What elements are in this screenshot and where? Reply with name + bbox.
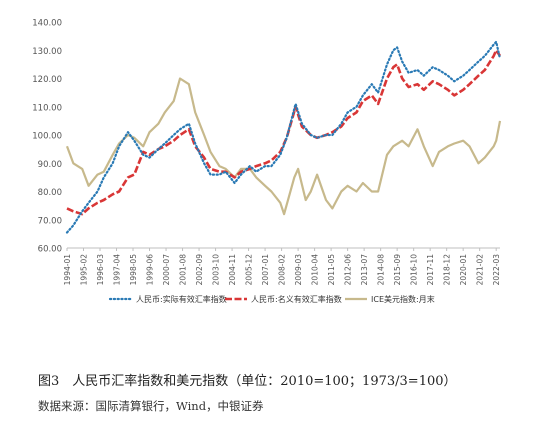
- legend-label-2: ICE美元指数:月末: [371, 294, 435, 304]
- x-tick-label: 2008-02: [278, 254, 287, 286]
- series-line-2: [65, 77, 502, 216]
- x-axis-ticks: 1994-01 1995-02 1996-03 1997-04 1998-05 1999-…: [63, 248, 501, 285]
- x-tick-label: 2003-10: [212, 254, 221, 286]
- x-tick-label: 2020-01: [459, 254, 468, 286]
- series-line-0: [65, 40, 502, 234]
- x-tick-label: 2015-09: [393, 254, 402, 286]
- x-tick-label: 1998-05: [129, 254, 138, 286]
- x-tick-label: 2017-11: [426, 254, 435, 286]
- y-tick-label: 140.00: [32, 19, 62, 29]
- x-tick-label: 2005-12: [245, 254, 254, 286]
- x-tick-label: 2000-07: [162, 254, 171, 286]
- x-tick-label: 2007-01: [261, 254, 270, 286]
- x-tick-label: 2010-04: [311, 254, 320, 286]
- y-tick-label: 100.00: [32, 132, 62, 142]
- x-tick-label: 2018-12: [443, 254, 452, 286]
- x-tick-label: 1995-02: [80, 254, 89, 286]
- x-tick-label: 2013-07: [360, 254, 369, 286]
- y-tick-label: 90.00: [38, 160, 62, 170]
- series-lines: [65, 40, 502, 234]
- x-tick-label: 2014-08: [377, 254, 386, 286]
- x-tick-label: 2001-08: [179, 254, 188, 286]
- y-tick-label: 110.00: [32, 103, 62, 113]
- x-tick-label: 2022-03: [492, 254, 501, 286]
- y-tick-label: 130.00: [32, 47, 62, 57]
- figure-caption: 图3 人民币汇率指数和美元指数（单位：2010=100；1973/3=100）: [38, 374, 457, 389]
- x-tick-label: 2004-11: [228, 254, 237, 286]
- y-tick-label: 80.00: [38, 188, 62, 198]
- legend-label-0: 人民币:实际有效汇率指数: [136, 294, 227, 304]
- x-tick-label: 2012-06: [344, 254, 353, 286]
- x-tick-label: 2002-09: [195, 254, 204, 286]
- x-tick-label: 2016-10: [410, 254, 419, 286]
- x-tick-label: 1997-04: [113, 254, 122, 286]
- y-axis-ticks: 60.00 70.00 80.00 90.00 100.00 110.00 120.00 13…: [32, 19, 62, 255]
- x-tick-label: 2011-05: [327, 254, 336, 286]
- chart-canvas: 60.00 70.00 80.00 90.00 100.00 110.00 120.00 13…: [32, 19, 502, 305]
- x-tick-label: 2021-02: [476, 254, 485, 286]
- y-tick-label: 120.00: [32, 75, 62, 85]
- data-source: 数据来源：国际清算银行，Wind，中银证券: [38, 399, 264, 413]
- series-line-1: [66, 49, 502, 216]
- x-tick-label: 1999-06: [146, 254, 155, 286]
- x-tick-label: 1994-01: [63, 254, 72, 286]
- legend-label-1: 人民币:名义有效汇率指数: [251, 294, 342, 304]
- y-tick-label: 70.00: [38, 216, 62, 226]
- legend: 人民币:实际有效汇率指数 人民币:名义有效汇率指数 ICE美元指数:月末: [108, 294, 435, 304]
- y-tick-label: 60.00: [38, 245, 62, 255]
- x-tick-label: 1996-03: [96, 254, 105, 286]
- x-tick-label: 2009-03: [294, 254, 303, 286]
